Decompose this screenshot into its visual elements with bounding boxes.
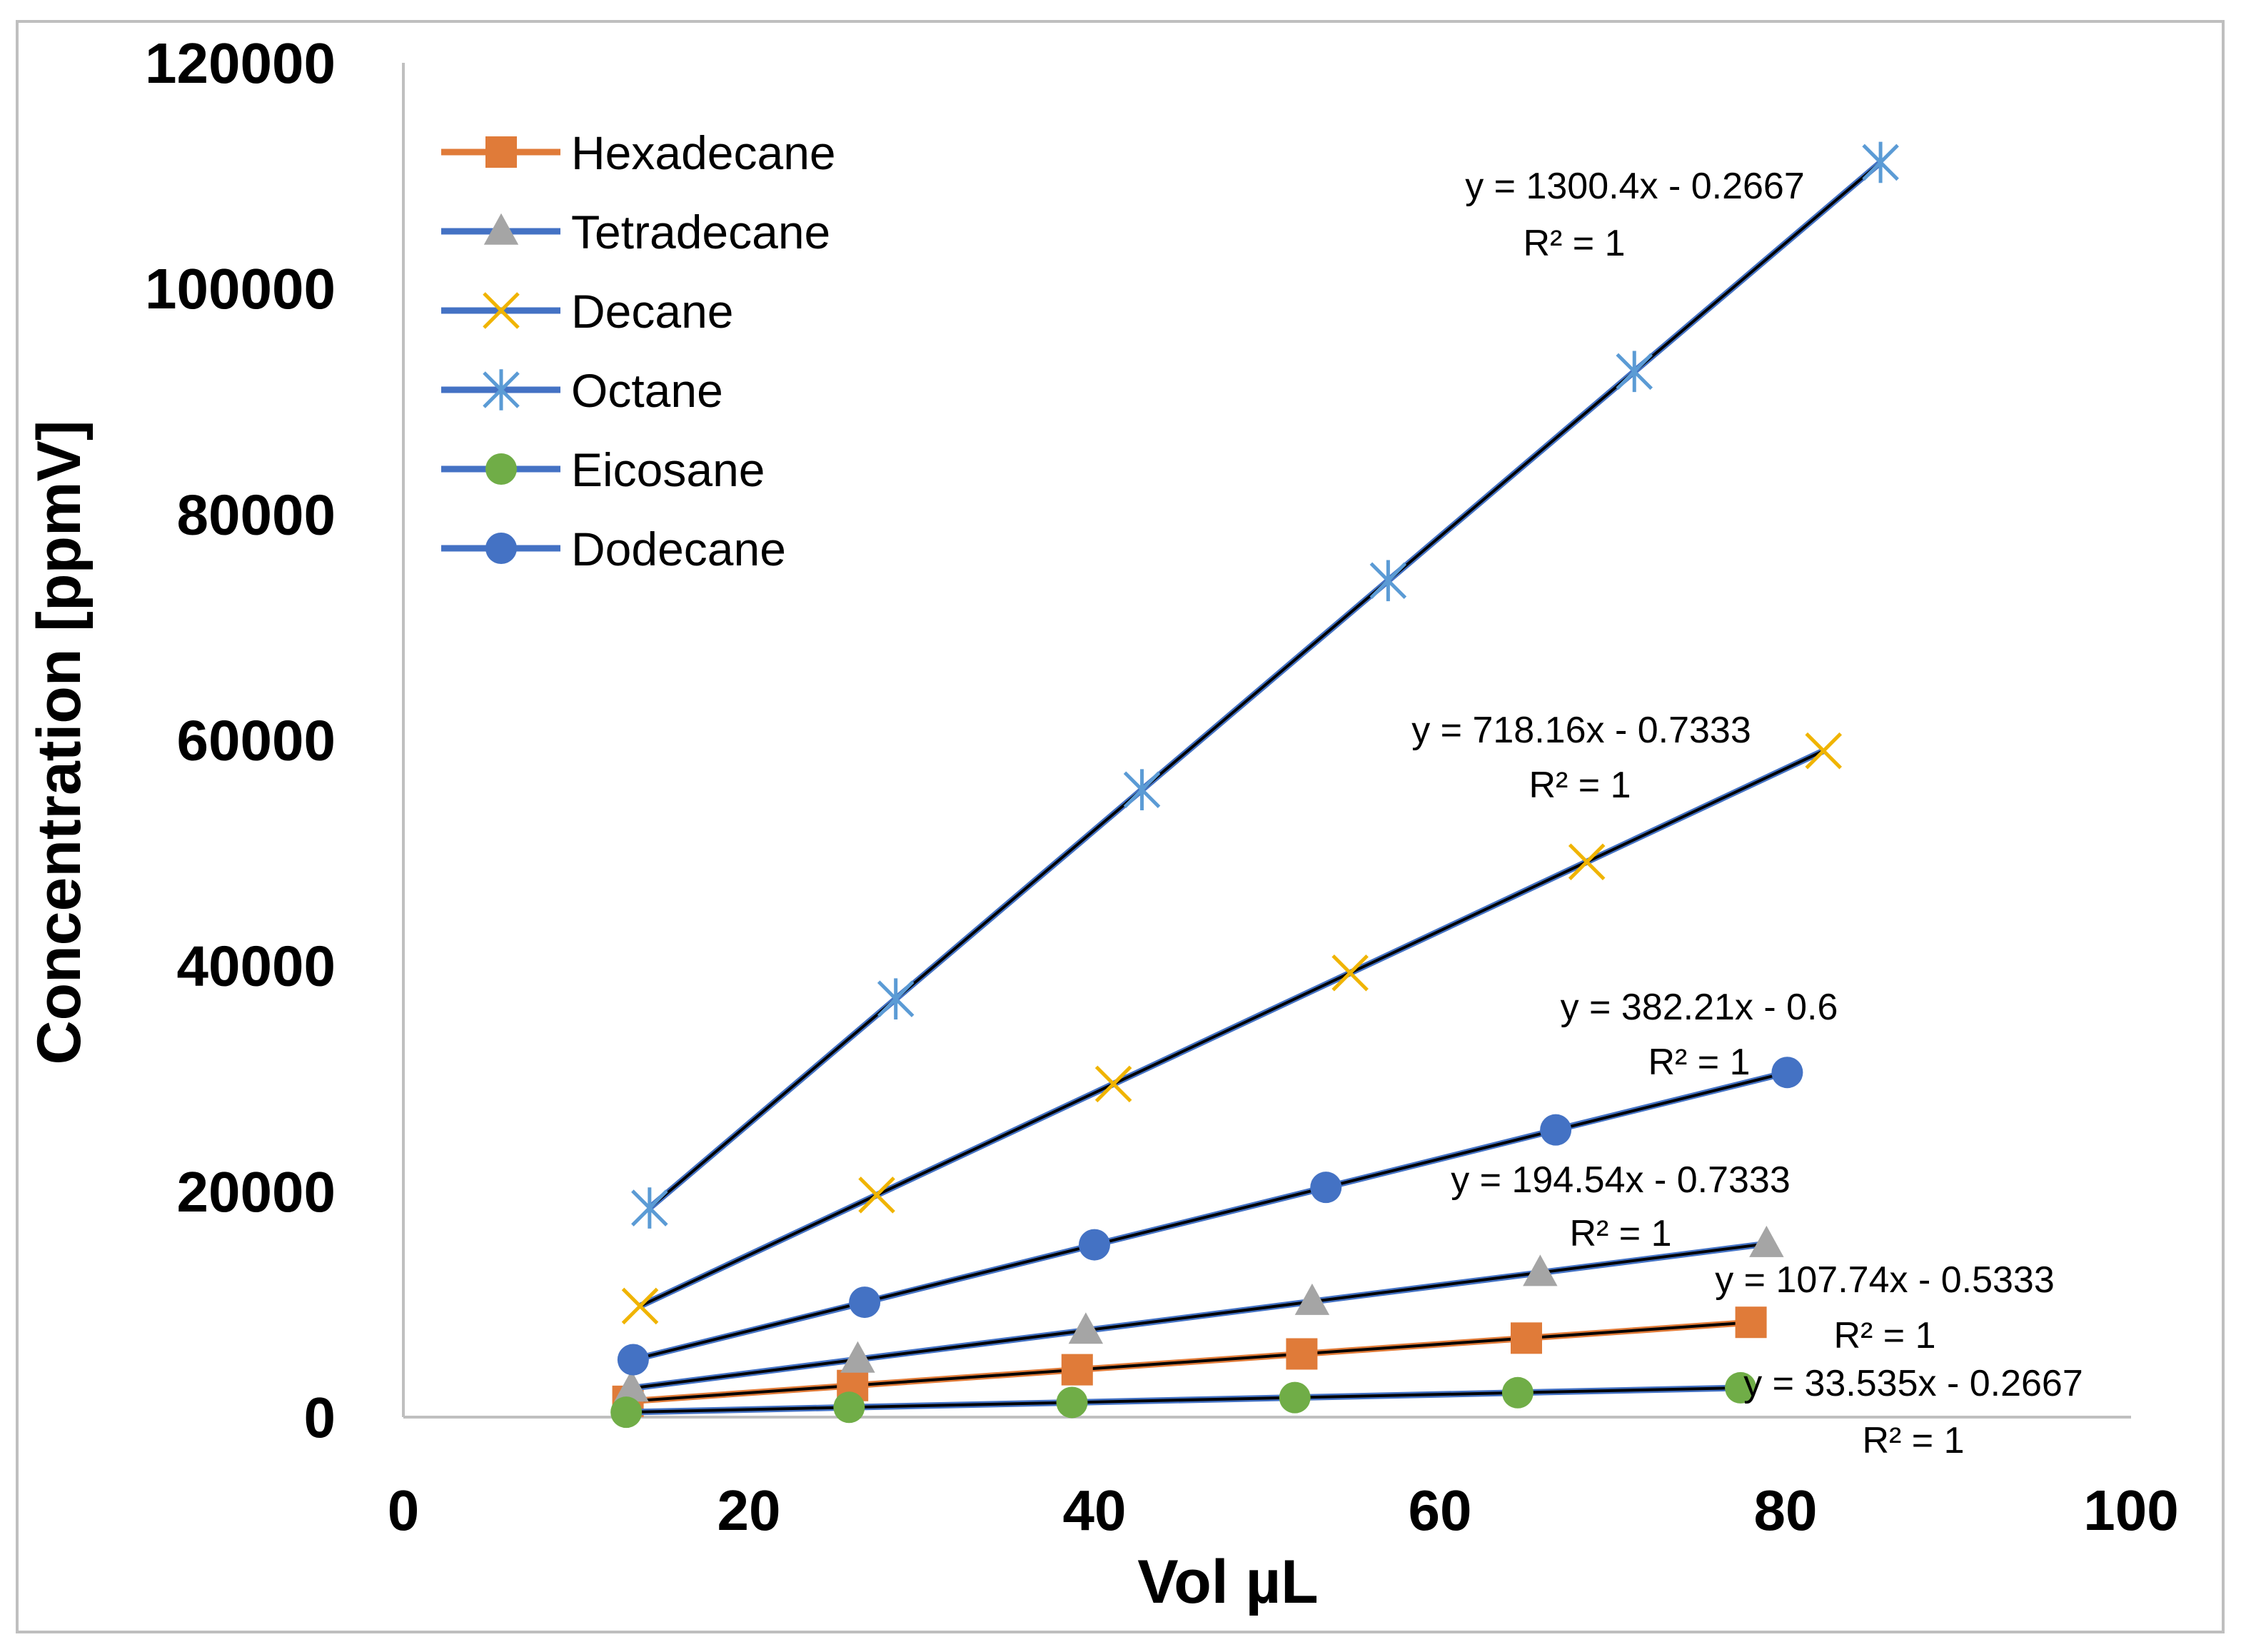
data-point <box>1725 1371 1757 1404</box>
data-point <box>1056 1386 1088 1419</box>
series-tetradecane <box>614 1225 1784 1402</box>
trend-line <box>639 749 1825 1308</box>
x-tick-label: 100 <box>2083 1479 2178 1542</box>
data-point <box>1279 1381 1311 1414</box>
data-point <box>1068 1312 1104 1344</box>
trend-line <box>631 1242 1767 1390</box>
trendline-r2: R² = 1 <box>1523 223 1625 264</box>
data-point <box>1540 1114 1572 1146</box>
legend-marker <box>485 453 517 485</box>
trendline-equation: y = 194.54x - 0.7333 <box>1451 1159 1791 1201</box>
trendline-equation: y = 33.535x - 0.2667 <box>1743 1363 2083 1404</box>
data-point <box>617 1344 649 1376</box>
data-point <box>1331 955 1369 992</box>
series-decane <box>621 732 1843 1325</box>
legend-marker <box>485 533 517 564</box>
data-point <box>1294 1283 1330 1315</box>
data-point <box>1079 1229 1110 1261</box>
data-point <box>858 1177 895 1214</box>
data-point <box>1061 1354 1093 1386</box>
data-point <box>840 1341 875 1373</box>
data-point <box>1501 1376 1534 1409</box>
data-point <box>1749 1225 1784 1257</box>
x-tick-label: 60 <box>1409 1479 1472 1542</box>
trendline-equation: y = 382.21x - 0.6 <box>1561 987 1838 1028</box>
data-point <box>1771 1057 1803 1089</box>
y-tick-label: 120000 <box>145 31 336 95</box>
trendline-equation: y = 1300.4x - 0.2667 <box>1465 166 1805 207</box>
trend-line <box>626 1386 1741 1414</box>
data-point <box>631 1187 668 1229</box>
data-point <box>1511 1322 1542 1354</box>
data-point <box>1310 1172 1342 1204</box>
y-tick-labels: 0 20000 40000 60000 80000 100000 120000 <box>145 31 336 1449</box>
series-eicosane <box>610 1371 1757 1429</box>
legend-item: Octane <box>441 364 723 417</box>
legend-label: Decane <box>571 285 734 338</box>
legend-label: Tetradecane <box>571 206 830 258</box>
legend-item: Eicosane <box>441 443 765 496</box>
trendline-r2: R² = 1 <box>1862 1420 1964 1461</box>
data-point <box>1123 769 1161 811</box>
legend-marker <box>483 292 520 329</box>
data-point <box>1369 560 1407 602</box>
legend-marker <box>483 213 519 245</box>
data-point <box>614 1370 649 1402</box>
x-tick-label: 40 <box>1063 1479 1127 1542</box>
legend-label: Dodecane <box>571 523 786 575</box>
y-tick-label: 40000 <box>177 935 336 998</box>
data-point <box>1735 1306 1767 1339</box>
legend-label: Hexadecane <box>571 126 836 179</box>
trendline-r2: R² = 1 <box>1569 1213 1671 1254</box>
y-tick-label: 100000 <box>145 257 336 321</box>
data-point <box>1286 1338 1318 1370</box>
x-tick-label: 0 <box>388 1479 420 1542</box>
y-axis-title: Concentration [ppmV] <box>25 420 94 1065</box>
y-tick-label: 0 <box>304 1386 336 1449</box>
data-point <box>1568 843 1606 880</box>
series-hexadecane <box>612 1306 1767 1417</box>
data-point <box>1523 1254 1558 1286</box>
legend-item: Hexadecane <box>441 126 836 179</box>
legend-label: Octane <box>571 364 723 417</box>
y-tick-label: 20000 <box>177 1160 336 1224</box>
data-point <box>1805 732 1843 770</box>
data-point <box>877 978 915 1019</box>
x-tick-label: 80 <box>1754 1479 1818 1542</box>
legend-marker <box>483 369 520 411</box>
series-dodecane <box>617 1057 1803 1376</box>
data-point <box>1094 1065 1132 1103</box>
trend-line <box>628 1321 1751 1403</box>
trendline-r2: R² = 1 <box>1833 1315 1935 1356</box>
trendline-r2: R² = 1 <box>1529 765 1631 806</box>
legend-item: Tetradecane <box>441 206 830 258</box>
data-point <box>610 1396 643 1429</box>
series-octane <box>631 141 1899 1229</box>
legend-item: Dodecane <box>441 523 786 575</box>
data-point <box>1616 351 1653 393</box>
plot-area <box>610 141 1899 1429</box>
x-axis-title: Vol µL <box>1137 1548 1318 1616</box>
y-tick-label: 60000 <box>177 709 336 772</box>
x-tick-label: 20 <box>717 1479 781 1542</box>
x-tick-labels: 0 20 40 60 80 100 <box>388 1479 2179 1542</box>
data-point <box>621 1287 659 1325</box>
legend-marker <box>485 136 517 168</box>
data-point <box>833 1391 865 1424</box>
trendline-equations: y = 107.74x - 0.5333 R² = 1 y = 194.54x - … <box>1411 166 2083 1461</box>
legend: Hexadecane Tetradecane Decane Octane Eicosan… <box>441 126 836 575</box>
trend-line <box>633 1071 1788 1361</box>
legend-label: Eicosane <box>571 443 765 496</box>
data-point <box>849 1286 881 1319</box>
legend-item: Decane <box>441 285 734 338</box>
trendline-equation: y = 718.16x - 0.7333 <box>1411 710 1751 751</box>
y-tick-label: 80000 <box>177 483 336 546</box>
trendline-r2: R² = 1 <box>1648 1042 1750 1083</box>
trend-line <box>648 161 1882 1209</box>
trendline-equation: y = 107.74x - 0.5333 <box>1715 1259 2055 1301</box>
data-point <box>1862 141 1899 183</box>
